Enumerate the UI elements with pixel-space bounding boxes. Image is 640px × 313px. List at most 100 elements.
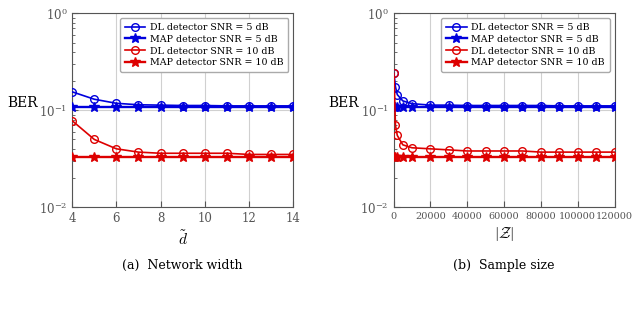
DL detector SNR = 10 dB	[394, 134, 401, 137]
MAP detector SNR = 5 dB	[537, 105, 545, 109]
MAP detector SNR = 5 dB	[268, 105, 275, 109]
Y-axis label: BER: BER	[328, 96, 359, 110]
Legend: DL detector SNR = 5 dB, MAP detector SNR = 5 dB, DL detector SNR = 10 dB, MAP de: DL detector SNR = 5 dB, MAP detector SNR…	[120, 18, 289, 72]
Line: MAP detector SNR = 10 dB: MAP detector SNR = 10 dB	[388, 152, 620, 162]
MAP detector SNR = 10 dB	[574, 155, 582, 159]
MAP detector SNR = 5 dB	[113, 105, 120, 109]
Line: DL detector SNR = 5 dB: DL detector SNR = 5 dB	[68, 88, 297, 110]
MAP detector SNR = 10 dB	[289, 155, 297, 159]
MAP detector SNR = 5 dB	[134, 105, 142, 109]
DL detector SNR = 10 dB	[134, 150, 142, 154]
MAP detector SNR = 10 dB	[392, 155, 399, 159]
MAP detector SNR = 5 dB	[399, 105, 406, 109]
MAP detector SNR = 5 dB	[90, 105, 98, 109]
DL detector SNR = 5 dB	[445, 103, 452, 107]
DL detector SNR = 5 dB	[482, 104, 490, 107]
MAP detector SNR = 5 dB	[482, 105, 490, 109]
DL detector SNR = 10 dB	[463, 149, 471, 153]
Title: (a)  Network width: (a) Network width	[122, 259, 243, 272]
MAP detector SNR = 5 dB	[157, 105, 164, 109]
DL detector SNR = 5 dB	[537, 104, 545, 107]
DL detector SNR = 5 dB	[245, 104, 253, 108]
DL detector SNR = 5 dB	[90, 97, 98, 101]
MAP detector SNR = 5 dB	[201, 105, 209, 109]
DL detector SNR = 5 dB	[392, 85, 399, 89]
MAP detector SNR = 10 dB	[201, 155, 209, 159]
DL detector SNR = 10 dB	[392, 123, 399, 127]
MAP detector SNR = 10 dB	[463, 155, 471, 159]
DL detector SNR = 10 dB	[68, 119, 76, 123]
DL detector SNR = 10 dB	[223, 151, 230, 155]
MAP detector SNR = 5 dB	[592, 105, 600, 109]
MAP detector SNR = 10 dB	[179, 155, 186, 159]
DL detector SNR = 10 dB	[611, 150, 618, 154]
DL detector SNR = 5 dB	[68, 90, 76, 94]
MAP detector SNR = 10 dB	[445, 155, 452, 159]
MAP detector SNR = 5 dB	[556, 105, 563, 109]
Line: MAP detector SNR = 5 dB: MAP detector SNR = 5 dB	[67, 102, 298, 112]
DL detector SNR = 10 dB	[500, 149, 508, 153]
X-axis label: $\tilde{d}$: $\tilde{d}$	[178, 229, 188, 248]
DL detector SNR = 10 dB	[518, 149, 526, 153]
DL detector SNR = 10 dB	[201, 151, 209, 155]
DL detector SNR = 10 dB	[556, 150, 563, 154]
DL detector SNR = 10 dB	[574, 150, 582, 154]
MAP detector SNR = 10 dB	[223, 155, 230, 159]
DL detector SNR = 5 dB	[394, 93, 401, 96]
MAP detector SNR = 10 dB	[245, 155, 253, 159]
MAP detector SNR = 10 dB	[394, 155, 401, 159]
DL detector SNR = 5 dB	[157, 103, 164, 107]
MAP detector SNR = 5 dB	[179, 105, 186, 109]
DL detector SNR = 10 dB	[399, 143, 406, 147]
DL detector SNR = 10 dB	[157, 151, 164, 155]
DL detector SNR = 5 dB	[390, 72, 398, 75]
MAP detector SNR = 10 dB	[556, 155, 563, 159]
MAP detector SNR = 10 dB	[537, 155, 545, 159]
DL detector SNR = 5 dB	[427, 103, 435, 107]
MAP detector SNR = 10 dB	[500, 155, 508, 159]
MAP detector SNR = 5 dB	[408, 105, 416, 109]
DL detector SNR = 5 dB	[500, 104, 508, 107]
MAP detector SNR = 10 dB	[68, 155, 76, 159]
DL detector SNR = 10 dB	[245, 152, 253, 156]
DL detector SNR = 5 dB	[408, 102, 416, 105]
DL detector SNR = 10 dB	[592, 150, 600, 154]
MAP detector SNR = 5 dB	[68, 105, 76, 109]
MAP detector SNR = 5 dB	[245, 105, 253, 109]
MAP detector SNR = 5 dB	[394, 105, 401, 109]
DL detector SNR = 5 dB	[463, 104, 471, 107]
Line: DL detector SNR = 10 dB: DL detector SNR = 10 dB	[390, 69, 618, 156]
DL detector SNR = 10 dB	[408, 146, 416, 150]
MAP detector SNR = 10 dB	[399, 155, 406, 159]
MAP detector SNR = 5 dB	[289, 105, 297, 109]
MAP detector SNR = 5 dB	[500, 105, 508, 109]
DL detector SNR = 5 dB	[289, 104, 297, 108]
DL detector SNR = 5 dB	[611, 104, 618, 108]
MAP detector SNR = 10 dB	[408, 155, 416, 159]
DL detector SNR = 5 dB	[399, 99, 406, 103]
Line: DL detector SNR = 10 dB: DL detector SNR = 10 dB	[68, 117, 297, 158]
DL detector SNR = 10 dB	[90, 137, 98, 141]
MAP detector SNR = 10 dB	[592, 155, 600, 159]
DL detector SNR = 10 dB	[390, 72, 398, 75]
Line: DL detector SNR = 5 dB: DL detector SNR = 5 dB	[390, 69, 618, 110]
DL detector SNR = 5 dB	[268, 104, 275, 108]
MAP detector SNR = 10 dB	[268, 155, 275, 159]
DL detector SNR = 5 dB	[134, 103, 142, 107]
DL detector SNR = 5 dB	[179, 104, 186, 107]
MAP detector SNR = 5 dB	[574, 105, 582, 109]
MAP detector SNR = 5 dB	[445, 105, 452, 109]
MAP detector SNR = 5 dB	[392, 105, 399, 109]
DL detector SNR = 10 dB	[113, 147, 120, 151]
Y-axis label: BER: BER	[7, 96, 38, 110]
DL detector SNR = 10 dB	[445, 148, 452, 152]
DL detector SNR = 10 dB	[268, 152, 275, 156]
MAP detector SNR = 10 dB	[390, 155, 398, 159]
MAP detector SNR = 5 dB	[463, 105, 471, 109]
MAP detector SNR = 10 dB	[427, 155, 435, 159]
Line: MAP detector SNR = 5 dB: MAP detector SNR = 5 dB	[388, 102, 620, 112]
DL detector SNR = 10 dB	[537, 150, 545, 154]
Legend: DL detector SNR = 5 dB, MAP detector SNR = 5 dB, DL detector SNR = 10 dB, MAP de: DL detector SNR = 5 dB, MAP detector SNR…	[441, 18, 610, 72]
Line: MAP detector SNR = 10 dB: MAP detector SNR = 10 dB	[67, 152, 298, 162]
DL detector SNR = 10 dB	[179, 151, 186, 155]
